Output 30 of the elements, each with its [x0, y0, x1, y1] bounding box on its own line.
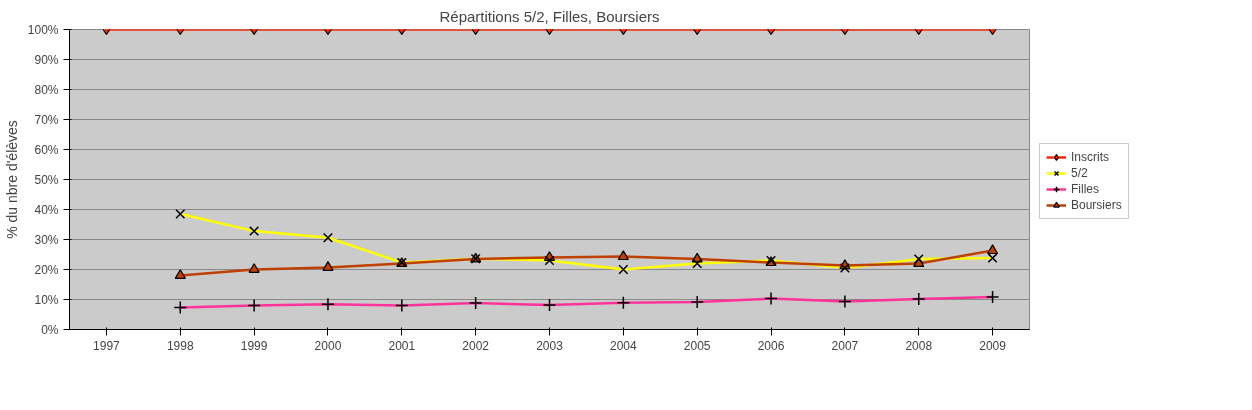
y-tick-label: 70%	[34, 112, 59, 127]
x-tick-label: 1999	[240, 338, 268, 353]
x-tick-label: 2006	[757, 338, 785, 353]
legend-label: Inscrits	[1071, 150, 1110, 164]
x-tick-label: 1997	[93, 338, 121, 353]
x-tick-label: 2003	[536, 338, 564, 353]
y-axis-title: % du nbre d'élèves	[3, 120, 20, 239]
y-tick-label: 80%	[34, 82, 59, 97]
x-tick-label: 2008	[905, 338, 933, 353]
x-tick-label: 2000	[314, 338, 342, 353]
legend-label: 5/2	[1071, 166, 1089, 180]
chart-title: Répartitions 5/2, Filles, Boursiers	[439, 7, 660, 25]
y-tick-label: 50%	[34, 172, 59, 187]
y-tick-label: 60%	[34, 142, 59, 157]
legend-label: Filles	[1071, 182, 1100, 196]
y-tick-label: 90%	[34, 52, 59, 67]
x-tick-label: 1998	[166, 338, 194, 353]
x-tick-label: 2005	[683, 338, 711, 353]
legend-label: Boursiers	[1071, 198, 1122, 212]
x-tick-label: 2009	[979, 338, 1007, 353]
x-tick-label: 2007	[831, 338, 859, 353]
y-tick-label: 100%	[27, 22, 59, 37]
x-tick-label: 2001	[388, 338, 416, 353]
y-tick-label: 40%	[34, 202, 59, 217]
y-tick-label: 20%	[34, 262, 59, 277]
y-tick-label: 10%	[34, 292, 59, 307]
x-tick-label: 2002	[462, 338, 490, 353]
x-tick-label: 2004	[610, 338, 638, 353]
y-tick-label: 0%	[41, 322, 59, 337]
y-tick-label: 30%	[34, 232, 59, 247]
